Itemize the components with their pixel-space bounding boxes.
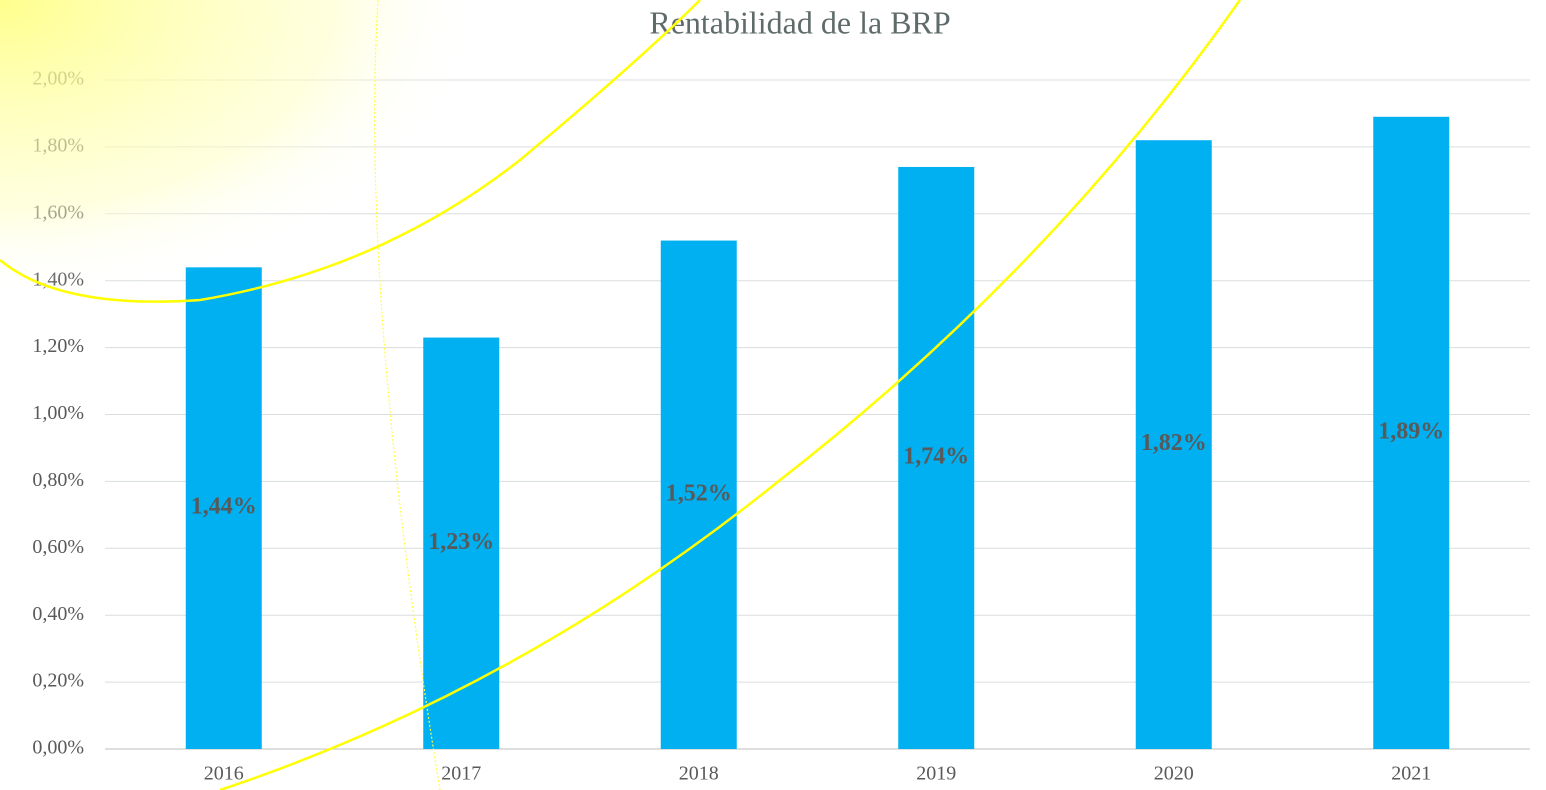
- data-label: 1,44%: [191, 494, 257, 520]
- x-tick-label: 2017: [441, 763, 481, 785]
- x-tick-label: 2021: [1391, 763, 1431, 785]
- x-tick-label: 2016: [204, 763, 244, 785]
- chart-title: Rentabilidad de la BRP: [649, 4, 950, 40]
- data-label: 1,23%: [428, 529, 494, 555]
- x-tick-label: 2018: [679, 763, 719, 785]
- y-tick-label: 0,80%: [32, 469, 84, 491]
- y-tick-label: 1,00%: [32, 402, 84, 424]
- y-tick-label: 0,00%: [32, 737, 84, 759]
- y-tick-label: 0,60%: [32, 536, 84, 558]
- data-label: 1,82%: [1141, 430, 1207, 456]
- chart: Rentabilidad de la BRP 0,00% 0,20% 0,40% 0,…: [0, 0, 1546, 790]
- glow: [0, 0, 480, 300]
- x-tick-label: 2019: [916, 763, 956, 785]
- data-label: 1,89%: [1378, 418, 1444, 444]
- data-label: 1,52%: [666, 480, 732, 506]
- data-label: 1,74%: [903, 443, 969, 469]
- x-tick-label: 2020: [1154, 763, 1194, 785]
- y-tick-label: 0,40%: [32, 603, 84, 625]
- y-tick-label: 0,20%: [32, 670, 84, 692]
- y-tick-label: 1,20%: [32, 335, 84, 357]
